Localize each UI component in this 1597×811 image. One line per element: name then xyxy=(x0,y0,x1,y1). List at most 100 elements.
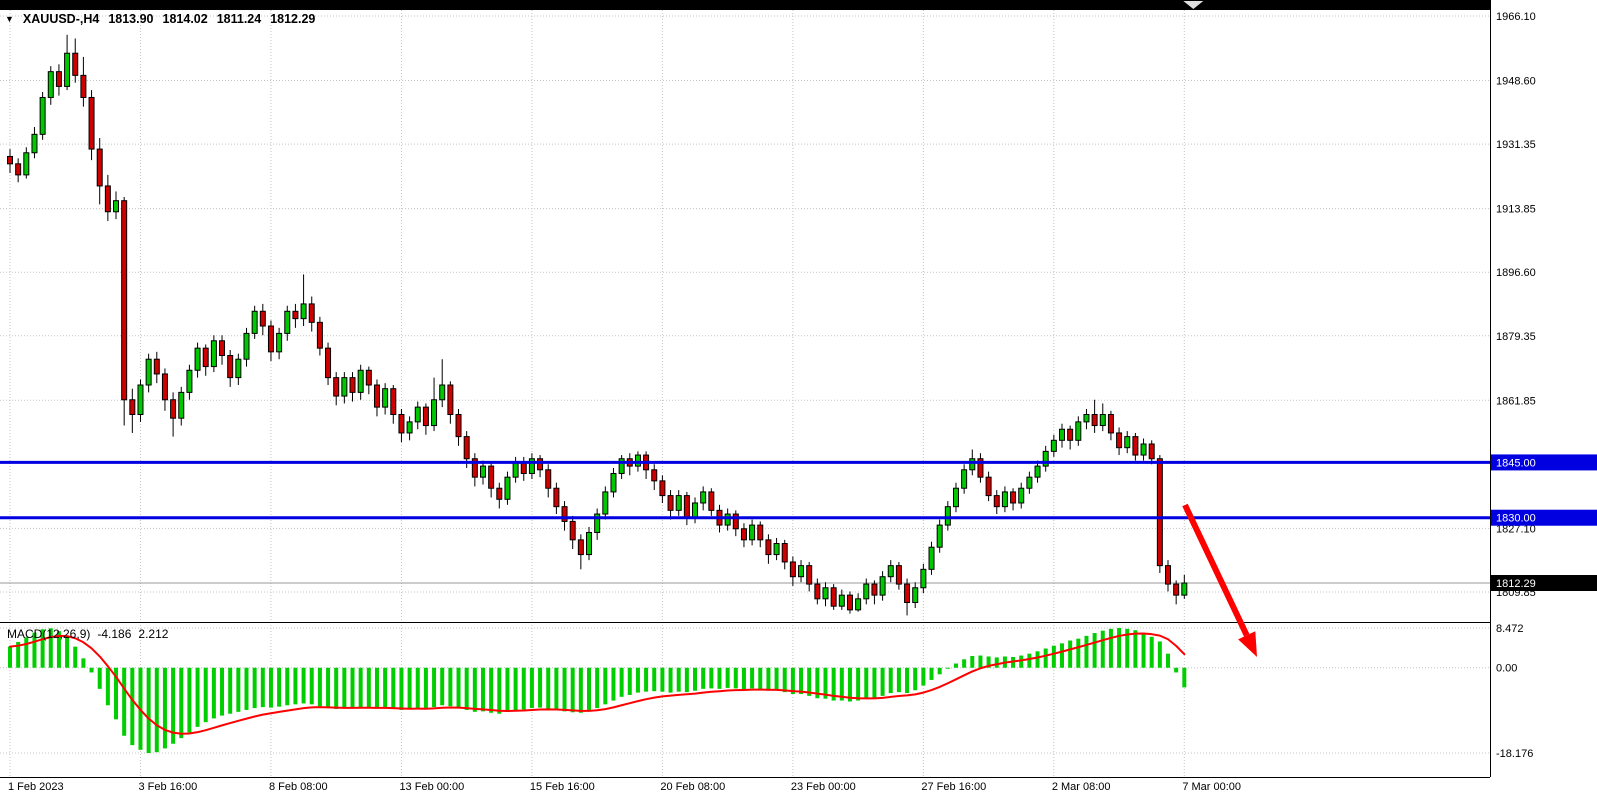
macd-histogram-bar xyxy=(301,667,306,704)
bear-candle xyxy=(1116,432,1123,449)
macd-histogram-bar xyxy=(725,667,730,688)
bear-candle xyxy=(447,384,454,415)
macd-histogram-bar xyxy=(497,667,502,714)
bull-candle xyxy=(1058,428,1065,441)
macd-histogram-bar xyxy=(603,667,608,705)
bear-candle xyxy=(292,310,299,320)
date-label: 27 Feb 16:00 xyxy=(921,781,986,793)
macd-histogram-bar xyxy=(994,657,999,668)
macd-histogram-bar xyxy=(774,667,779,691)
bear-candle xyxy=(765,539,772,556)
macd-histogram-bar xyxy=(1108,628,1113,668)
bear-candle xyxy=(871,583,878,596)
bull-candle xyxy=(822,587,829,600)
price-badge xyxy=(1491,575,1597,592)
bear-candle xyxy=(561,506,568,522)
macd-histogram-bar xyxy=(195,667,200,727)
bear-candle xyxy=(96,148,103,187)
bull-candle xyxy=(1140,443,1147,456)
macd-histogram-bar xyxy=(945,667,950,669)
macd-histogram-bar xyxy=(660,667,665,692)
macd-histogram-bar xyxy=(89,667,94,673)
macd-histogram-bar xyxy=(856,667,861,701)
bull-candle xyxy=(1124,436,1131,449)
macd-histogram-bar xyxy=(1084,635,1089,668)
macd-histogram-bar xyxy=(521,667,526,710)
one-click-trading-icon[interactable]: ▼ xyxy=(5,13,14,24)
bull-candle xyxy=(798,565,805,578)
trend-arrow-shaft[interactable] xyxy=(1182,503,1250,637)
macd-histogram-bar xyxy=(1100,630,1105,668)
chart-title: ▼ XAUUSD-,H4 1813.90 1814.02 1811.24 181… xyxy=(5,12,315,26)
bear-candle xyxy=(1173,583,1180,596)
indicator-signal-value: 2.212 xyxy=(138,627,169,641)
macd-histogram-bar xyxy=(627,667,632,695)
macd-histogram-bar xyxy=(350,667,355,709)
macd-axis-label: -18.176 xyxy=(1496,748,1533,760)
bear-candle xyxy=(846,594,853,611)
bear-candle xyxy=(316,321,323,349)
trend-arrow-head[interactable] xyxy=(1238,631,1257,657)
bull-candle xyxy=(610,472,617,493)
bull-candle xyxy=(675,495,682,511)
bull-candle xyxy=(512,461,519,478)
bear-candle xyxy=(1107,413,1114,434)
price-badge-label: 1812.29 xyxy=(1496,578,1536,590)
bull-candle xyxy=(178,391,185,419)
macd-histogram-bar xyxy=(277,667,282,707)
bear-candle xyxy=(545,469,552,489)
bull-candle xyxy=(186,369,193,393)
bull-candle xyxy=(414,406,421,423)
macd-histogram-bar xyxy=(880,667,885,696)
bear-candle xyxy=(496,487,503,500)
bear-candle xyxy=(267,325,274,353)
bear-candle xyxy=(577,539,584,556)
macd-histogram-bar xyxy=(440,667,445,706)
macd-histogram-bar xyxy=(570,667,575,713)
bear-candle xyxy=(202,347,209,368)
macd-histogram-bar xyxy=(782,667,787,693)
macd-histogram-bar xyxy=(1157,641,1162,668)
close-value: 1812.29 xyxy=(270,12,316,26)
bear-candle xyxy=(121,200,128,401)
macd-histogram-bar xyxy=(807,667,812,696)
macd-histogram-bar xyxy=(872,667,877,699)
macd-histogram-bar xyxy=(831,667,836,701)
bull-candle xyxy=(341,377,348,397)
bear-candle xyxy=(667,495,674,511)
bear-candle xyxy=(732,513,739,530)
bull-candle xyxy=(618,458,625,474)
bear-candle xyxy=(88,96,95,150)
bull-candle xyxy=(1026,476,1033,489)
macd-histogram-bar xyxy=(293,667,298,705)
macd-histogram-bar xyxy=(383,667,388,709)
chart-shift-marker-icon[interactable] xyxy=(1183,1,1204,9)
bull-candle xyxy=(700,491,707,504)
macd-histogram-bar xyxy=(73,646,78,668)
open-value: 1813.90 xyxy=(108,12,154,26)
bull-candle xyxy=(863,583,870,600)
date-label: 13 Feb 00:00 xyxy=(399,781,464,793)
bear-candle xyxy=(1067,428,1074,441)
macd-histogram-bar xyxy=(741,667,746,690)
date-label: 1 Feb 2023 xyxy=(8,781,64,793)
macd-histogram-bar xyxy=(179,667,184,739)
macd-histogram-bar xyxy=(374,667,379,709)
bull-candle xyxy=(357,369,364,393)
macd-histogram-bar xyxy=(1076,638,1081,668)
macd-histogram-bar xyxy=(619,667,624,697)
bull-candle xyxy=(952,487,959,508)
macd-histogram-bar xyxy=(513,667,518,710)
bull-candle xyxy=(137,384,144,415)
bear-candle xyxy=(520,461,527,474)
macd-histogram-bar xyxy=(896,667,901,693)
high-value: 1814.02 xyxy=(162,12,208,26)
macd-histogram-bar xyxy=(464,667,469,710)
macd-histogram-bar xyxy=(358,667,363,708)
macd-histogram-bar xyxy=(211,667,216,719)
macd-histogram-bar xyxy=(578,667,583,713)
bear-candle xyxy=(814,583,821,600)
bull-candle xyxy=(23,152,30,176)
